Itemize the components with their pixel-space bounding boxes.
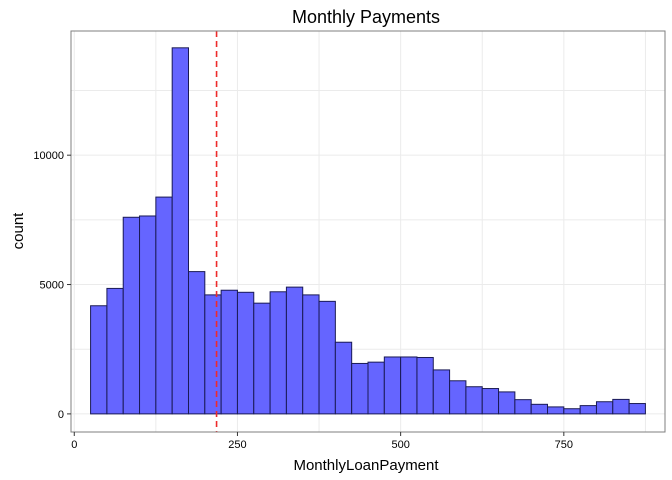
- histogram-bar: [383, 356, 402, 415]
- chart-title: Monthly Payments: [292, 7, 440, 27]
- histogram-bar: [269, 291, 287, 415]
- plot-border: [70, 30, 666, 433]
- histogram-bar: [530, 403, 549, 415]
- histogram-bar: [187, 271, 206, 415]
- histogram-bar: [481, 388, 500, 415]
- histogram-bar: [106, 287, 124, 415]
- histogram-bar: [514, 399, 532, 415]
- histogram-bar: [400, 356, 418, 415]
- histogram-bar: [351, 362, 369, 415]
- histogram-bar: [449, 380, 467, 415]
- histogram-bar: [302, 294, 320, 415]
- histogram-bar: [139, 215, 157, 415]
- histogram-bar: [253, 302, 271, 415]
- y-axis-title: count: [10, 212, 27, 250]
- x-axis-ticks: 0 250 500 750: [71, 432, 573, 451]
- x-axis-title: MonthlyLoanPayment: [293, 457, 439, 474]
- histogram-bar: [220, 289, 238, 415]
- x-tick-label: 750: [555, 439, 573, 451]
- histogram-bar: [416, 356, 434, 415]
- histogram-bar: [171, 47, 189, 415]
- y-tick-label: 0: [58, 409, 64, 421]
- x-tick-label: 0: [71, 439, 77, 451]
- histogram-bar: [155, 196, 173, 415]
- histogram-bar: [367, 361, 385, 415]
- x-tick-label: 250: [228, 439, 246, 451]
- histogram-bar: [285, 286, 304, 415]
- histogram-bar: [90, 305, 108, 415]
- histogram-bar: [628, 403, 646, 415]
- histogram-bar: [236, 291, 255, 415]
- histogram-bar: [498, 391, 516, 415]
- x-tick-label: 500: [391, 439, 409, 451]
- histogram-bar: [334, 341, 353, 415]
- histogram-bar: [612, 398, 630, 415]
- y-axis-ticks: 0 5000 10000: [33, 150, 71, 421]
- histogram-bar: [318, 300, 336, 415]
- histogram-bar: [122, 216, 141, 415]
- y-tick-label: 5000: [40, 280, 64, 292]
- histogram-bar: [595, 401, 614, 415]
- histogram-bar: [465, 386, 483, 415]
- histogram-bar: [563, 408, 581, 415]
- histogram-bar: [579, 405, 597, 415]
- y-tick-label: 10000: [33, 150, 64, 162]
- histogram-bar: [432, 369, 451, 415]
- histogram-bar: [547, 406, 565, 415]
- histogram-bar: [204, 294, 222, 415]
